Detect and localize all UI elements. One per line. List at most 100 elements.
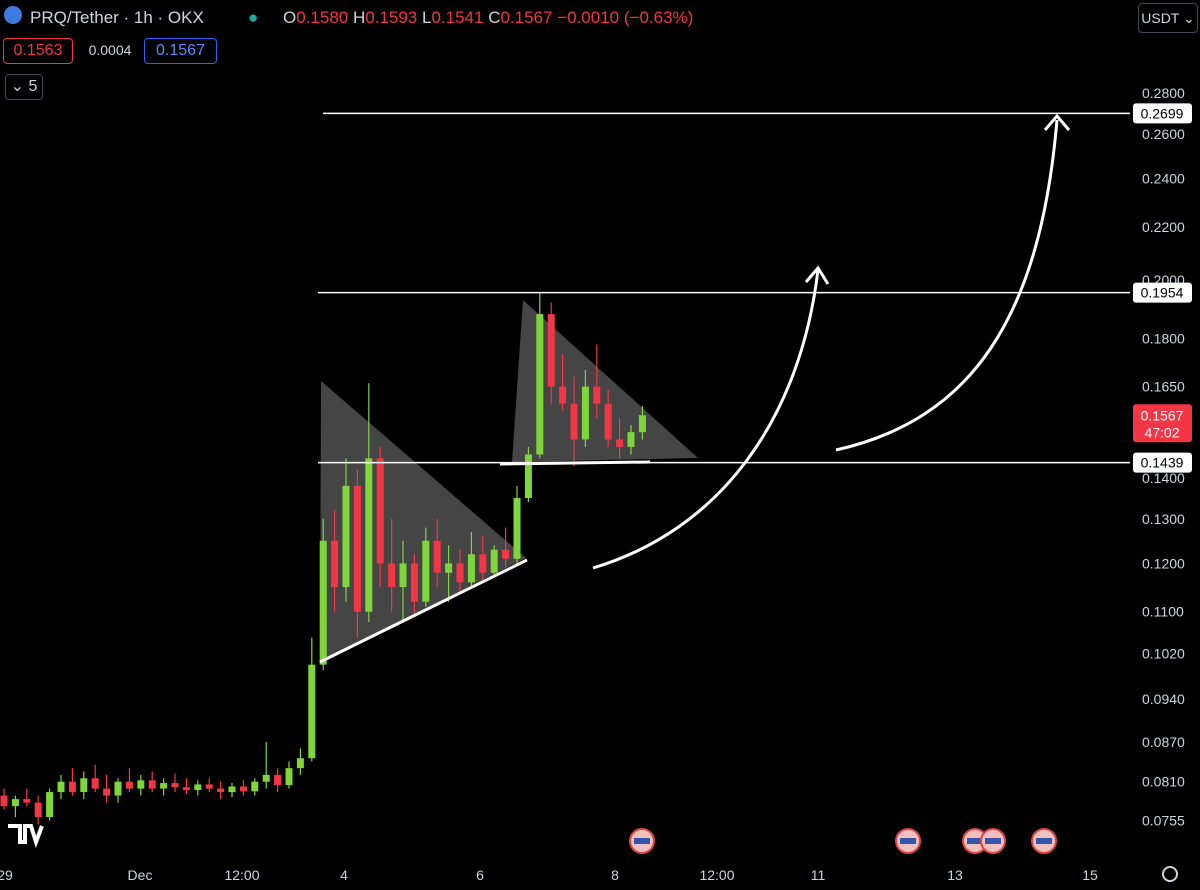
last-price: 0.1567 <box>1141 407 1184 423</box>
candle-body <box>228 786 236 793</box>
candle-body <box>627 432 635 447</box>
y-tick-label: 0.1400 <box>1142 470 1185 486</box>
level-label-box <box>1133 282 1192 303</box>
candle-body <box>148 780 156 789</box>
x-tick-label: 6 <box>476 867 484 883</box>
y-tick-label: 0.2400 <box>1142 171 1185 187</box>
candle-body <box>91 778 99 789</box>
candle-body <box>433 540 441 573</box>
x-tick-label: 13 <box>947 867 963 883</box>
candle-body <box>410 563 418 602</box>
y-tick-label: 0.0810 <box>1142 774 1185 790</box>
event-flag-stripe <box>1036 838 1052 844</box>
x-tick-label: 11 <box>811 867 826 883</box>
candle-body <box>331 540 339 588</box>
candle-body <box>513 498 521 559</box>
candle-body <box>581 386 589 440</box>
currency: USDT <box>1141 10 1180 26</box>
level-label: 0.1954 <box>1141 285 1184 301</box>
value: 0.1567 <box>500 8 553 27</box>
candle-body <box>34 802 42 818</box>
candle-body <box>171 783 179 788</box>
level-label-box <box>1133 103 1192 124</box>
value: 0.1593 <box>365 8 418 27</box>
candle-body <box>479 554 487 573</box>
x-tick-label: 12:00 <box>699 867 734 883</box>
ask-button[interactable]: 0.1567 <box>144 38 217 64</box>
candle-body <box>422 540 430 602</box>
level-label-box <box>1133 452 1192 473</box>
spread: 0.0004 <box>88 42 132 58</box>
arrow-head <box>804 265 830 285</box>
candle-body <box>285 768 293 786</box>
y-tick-label: 0.2600 <box>1142 126 1185 142</box>
y-tick-label: 0.0755 <box>1142 813 1185 829</box>
candle-body <box>399 563 407 588</box>
candle-body <box>319 540 327 665</box>
symbol[interactable]: PRQ/Tether · 1h · OKX <box>30 8 204 27</box>
value: 0.1580 <box>296 8 349 27</box>
indicators-toggle[interactable]: ⌄ 5 <box>5 74 43 100</box>
candle-body <box>559 386 567 404</box>
candle-body <box>125 781 133 789</box>
candle-body <box>445 563 453 573</box>
x-tick-label: 4 <box>340 867 348 883</box>
event-flag-stripe <box>985 838 1001 844</box>
candle-body <box>274 774 282 786</box>
candle-body <box>365 458 373 612</box>
candle-body <box>23 799 31 803</box>
candle-body <box>467 554 475 583</box>
label: H <box>352 8 366 27</box>
trend-line <box>499 460 651 466</box>
y-tick-label: 0.0940 <box>1142 691 1185 707</box>
candle-body <box>160 783 168 789</box>
ohlc: O0.1580 H0.1593 L0.1541 C0.1567 −0.0010 … <box>283 8 693 28</box>
candle-body <box>205 784 213 789</box>
x-tick-label: 8 <box>611 867 619 883</box>
change: −0.0010 (−0.63%) <box>557 8 694 27</box>
y-tick-label: 0.1300 <box>1142 511 1185 527</box>
triangle-pattern <box>320 381 526 662</box>
candle-body <box>570 403 578 440</box>
y-tick-label: 0.0870 <box>1142 734 1185 750</box>
label: O <box>283 8 297 27</box>
logo <box>8 824 44 849</box>
currency-select[interactable]: USDT ⌄ <box>1138 3 1198 33</box>
y-tick-label: 0.2800 <box>1142 85 1185 101</box>
candle-body <box>536 314 544 455</box>
arrow <box>592 269 820 570</box>
candle-body <box>194 784 202 790</box>
candle-body <box>593 386 601 404</box>
candle-body <box>638 415 646 433</box>
candle-body <box>262 774 270 782</box>
arrow <box>835 119 1059 452</box>
candle-body <box>604 403 612 440</box>
candle-body <box>103 788 111 796</box>
trend-line <box>319 558 528 664</box>
x-tick-label: Dec <box>128 867 153 883</box>
x-tick-label: 15 <box>1082 867 1098 883</box>
candle-body <box>80 778 88 793</box>
candle-body <box>547 314 555 387</box>
settings-icon[interactable] <box>1162 866 1178 882</box>
x-tick-label: 29 <box>0 867 13 883</box>
candle-body <box>524 454 532 499</box>
candle-body <box>376 458 384 564</box>
candle-body <box>502 549 510 559</box>
candle-body <box>114 781 122 796</box>
candle-body <box>46 792 54 818</box>
candle-body <box>388 563 396 588</box>
countdown: 47:02 <box>1144 424 1179 440</box>
candle-body <box>57 781 65 793</box>
y-tick-label: 0.1650 <box>1142 379 1185 395</box>
candle-body <box>137 780 145 789</box>
y-tick-label: 0.1100 <box>1142 604 1184 620</box>
bid-button[interactable]: 0.1563 <box>3 38 73 64</box>
candle-body <box>0 795 8 807</box>
last-price-box <box>1133 404 1192 443</box>
status-dot: ● <box>248 8 259 27</box>
y-tick-label: 0.1200 <box>1142 555 1185 571</box>
candle-body <box>239 786 247 792</box>
candle-body <box>251 781 259 792</box>
